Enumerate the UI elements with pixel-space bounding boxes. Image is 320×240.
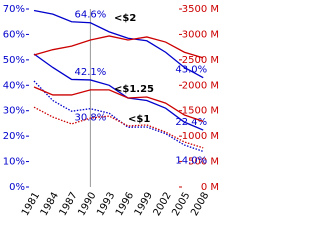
chart: 0% 10% 20% 30% 40% 50% 60% 70% 0 M 500 M 1000 M 150… [3,4,219,219]
x-tick-label: 1993 [95,191,117,219]
y-tick-label: 40% [3,80,25,91]
value-label: 42.1% [75,67,107,78]
value-label: 43.0% [175,65,207,76]
value-label: 14.0% [175,155,207,166]
y-tick-label: 0% [9,182,25,193]
x-tick-label: 2002 [152,191,174,219]
series-name: <$1 [128,114,150,125]
series-name: <$2 [114,13,136,24]
x-tick-label: 2005 [170,191,192,219]
series-line [33,106,204,149]
y2-tick-label: 2500 M [182,55,219,66]
y2-tick-label: 500 M [188,157,219,168]
x-tick-label: 1990 [76,191,98,219]
y-tick-label: 20% [3,131,25,142]
x-tick-label: 1981 [20,191,42,219]
y-tick-label: 30% [3,106,25,117]
y2-tick-label: 1500 M [182,106,219,117]
y2-tick-label: 1000 M [182,131,219,142]
x-tick-label: 1987 [58,191,80,219]
series-line [33,9,204,79]
y-tick-label: 50% [3,55,25,66]
value-label: 64.6% [75,10,107,21]
y2-tick-label: 3500 M [182,4,219,15]
series-line [33,35,204,59]
x-tick-label: 2008 [189,191,211,219]
x-tick-label: 1984 [39,191,61,219]
series-line [33,80,204,153]
series-line [33,86,204,123]
y2-tick-label: 0 M [201,182,219,193]
y-tick-label: 70% [3,4,25,15]
series-line [33,53,204,131]
y2-tick-label: 3000 M [182,29,219,40]
x-tick-label: 1999 [133,191,155,219]
y2-tick-label: 2000 M [182,80,219,91]
series-name: <$1.25 [114,84,154,95]
x-tick-label: 1996 [114,191,136,219]
y-tick-label: 10% [3,157,25,168]
value-label: 22.4% [175,117,207,128]
y-tick-label: 60% [3,29,25,40]
